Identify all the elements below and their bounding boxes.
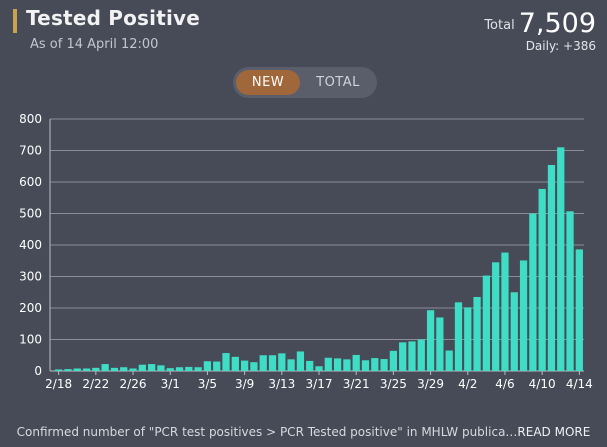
- bar-4/6[interactable]: [501, 252, 509, 371]
- bar-3/28[interactable]: [417, 339, 425, 372]
- y-tick-label: 700: [19, 144, 42, 158]
- bar-2/20[interactable]: [73, 368, 81, 371]
- y-tick-label: 500: [19, 207, 42, 221]
- bar-3/21[interactable]: [352, 354, 360, 371]
- bar-3/29[interactable]: [426, 310, 435, 371]
- title-accent-bar: [13, 9, 17, 33]
- y-tick-label: 0: [34, 364, 42, 378]
- x-tick-label: 3/5: [198, 377, 217, 391]
- timestamp-subtitle: As of 14 April 12:00: [30, 37, 159, 52]
- total-label: Total: [484, 18, 515, 33]
- x-tick-label: 2/22: [82, 377, 109, 391]
- bar-3/20[interactable]: [343, 359, 351, 371]
- bar-3/14[interactable]: [287, 359, 295, 371]
- bar-2/19[interactable]: [64, 369, 72, 371]
- x-tick-label: 4/2: [458, 377, 477, 391]
- bar-3/19[interactable]: [333, 358, 342, 371]
- x-tick-label: 3/25: [380, 377, 407, 391]
- bar-2/18[interactable]: [55, 369, 63, 371]
- bar-3/17[interactable]: [315, 366, 323, 371]
- read-more-link[interactable]: READ MORE: [517, 425, 591, 439]
- x-tick-label: 2/18: [45, 377, 72, 391]
- bar-3/6[interactable]: [213, 361, 221, 371]
- bar-4/4[interactable]: [482, 275, 490, 371]
- bar-4/11[interactable]: [547, 164, 556, 371]
- bar-4/5[interactable]: [492, 262, 500, 371]
- bar-3/5[interactable]: [203, 361, 212, 371]
- y-tick-label: 200: [19, 301, 42, 315]
- bar-2/28[interactable]: [148, 364, 156, 371]
- x-tick-label: 3/1: [161, 377, 180, 391]
- y-tick-label: 300: [19, 270, 42, 284]
- bar-4/3[interactable]: [473, 296, 481, 371]
- bar-3/27[interactable]: [408, 341, 416, 371]
- footer-note: Confirmed number of "PCR test positives …: [0, 425, 607, 439]
- total-button[interactable]: TOTAL: [316, 75, 360, 90]
- bar-3/26[interactable]: [399, 342, 407, 371]
- bar-3/13[interactable]: [278, 353, 286, 371]
- x-tick-label: 3/9: [235, 377, 254, 391]
- y-tick-label: 600: [19, 175, 42, 189]
- bar-3/18[interactable]: [324, 357, 332, 371]
- bar-3/3[interactable]: [185, 366, 193, 371]
- bar-4/8[interactable]: [519, 260, 528, 371]
- bar-2/23[interactable]: [101, 364, 109, 371]
- bar-4/10[interactable]: [538, 188, 546, 371]
- bar-3/30[interactable]: [436, 317, 444, 371]
- x-tick-label: 3/17: [306, 377, 333, 391]
- y-tick-label: 800: [19, 112, 42, 126]
- bar-4/14[interactable]: [575, 249, 583, 371]
- bar-2/21[interactable]: [82, 368, 91, 371]
- bar-3/10[interactable]: [250, 362, 258, 371]
- bar-3/9[interactable]: [240, 360, 249, 371]
- bar-chart: 0 100 200 300 400 500 600 700 800 2/18 2/22 2/26 3/1…: [19, 112, 593, 391]
- bar-3/25[interactable]: [389, 350, 398, 371]
- bar-4/12[interactable]: [557, 147, 565, 371]
- daily-increase: Daily: +386: [525, 39, 596, 53]
- y-tick-label: 100: [19, 333, 42, 347]
- x-tick-label: 2/26: [120, 377, 147, 391]
- bar-2/29[interactable]: [157, 365, 165, 371]
- bar-3/8[interactable]: [231, 356, 239, 371]
- bar-4/1[interactable]: [454, 302, 463, 371]
- bar-2/27[interactable]: [138, 364, 146, 371]
- bar-4/13[interactable]: [566, 211, 574, 371]
- total-summary: Total 7,509: [484, 8, 596, 39]
- y-tick-label: 400: [19, 238, 42, 252]
- bar-4/9[interactable]: [529, 213, 537, 372]
- bar-3/16[interactable]: [306, 360, 314, 371]
- bar-3/31[interactable]: [445, 350, 453, 371]
- total-value: 7,509: [518, 8, 596, 39]
- bar-3/23[interactable]: [371, 358, 379, 371]
- x-tick-label: 4/14: [566, 377, 593, 391]
- bar-2/24[interactable]: [110, 367, 119, 371]
- footer-note-text: Confirmed number of "PCR test positives …: [16, 425, 518, 439]
- x-tick-label: 3/29: [417, 377, 444, 391]
- view-toggle: NEW TOTAL: [233, 67, 377, 98]
- bar-2/25[interactable]: [120, 367, 128, 371]
- new-button[interactable]: NEW: [236, 70, 300, 95]
- bar-3/7[interactable]: [222, 353, 230, 371]
- x-tick-label: 4/10: [529, 377, 556, 391]
- page-title: Tested Positive: [26, 6, 201, 30]
- bar-2/22[interactable]: [92, 367, 100, 371]
- bar-3/24[interactable]: [380, 359, 388, 371]
- bar-3/22[interactable]: [361, 360, 370, 371]
- bar-3/15[interactable]: [296, 351, 305, 371]
- x-tick-label: 3/21: [343, 377, 370, 391]
- bar-3/1[interactable]: [166, 368, 174, 371]
- bar-3/12[interactable]: [268, 355, 277, 371]
- x-tick-label: 4/6: [495, 377, 514, 391]
- bar-4/2[interactable]: [464, 307, 472, 371]
- bar-3/2[interactable]: [175, 367, 184, 371]
- x-tick-label: 3/13: [268, 377, 295, 391]
- bar-3/11[interactable]: [259, 355, 267, 371]
- bar-2/26[interactable]: [129, 368, 137, 371]
- bar-4/7[interactable]: [510, 292, 518, 371]
- bar-3/4[interactable]: [194, 367, 202, 371]
